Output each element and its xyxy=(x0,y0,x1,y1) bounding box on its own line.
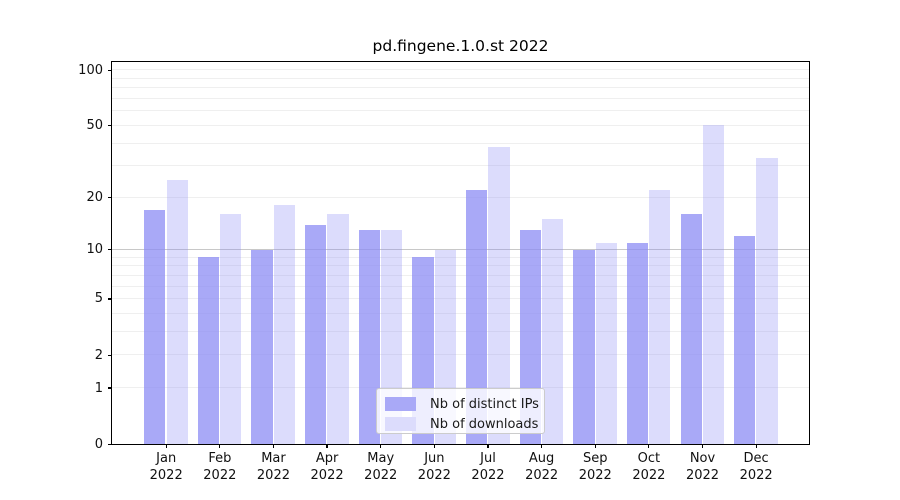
bar-distinct-ips-may xyxy=(358,230,381,444)
chart-title: pd.fingene.1.0.st 2022 xyxy=(372,37,549,55)
legend-label-distinct-ips: Nb of distinct IPs xyxy=(430,396,539,412)
x-tick-mark-jul xyxy=(487,444,489,449)
bar-distinct-ips-jan xyxy=(144,209,166,444)
x-tick-mark-mar xyxy=(272,444,275,449)
bar-downloads-jan xyxy=(166,179,188,444)
gridline-7 xyxy=(112,274,809,276)
y-tick-mark-0 xyxy=(107,443,112,445)
y-tick-label-50: 50 xyxy=(86,118,103,134)
x-tick-label-nov: Nov 2022 xyxy=(685,451,720,483)
y-tick-label-10: 10 xyxy=(86,242,103,258)
y-tick-label-5: 5 xyxy=(94,291,103,307)
x-tick-label-dec: Dec 2022 xyxy=(739,451,773,483)
legend: Nb of distinct IPs Nb of downloads xyxy=(376,388,545,434)
bar-distinct-ips-mar xyxy=(251,249,273,444)
gridline-20 xyxy=(112,196,809,198)
x-tick-mark-apr xyxy=(326,444,328,449)
x-tick-label-apr: Apr 2022 xyxy=(310,451,344,483)
gridline-40 xyxy=(112,142,809,144)
plot-area: Nb of distinct IPs Nb of downloads xyxy=(111,61,810,445)
x-tick-label-jul: Jul 2022 xyxy=(471,451,505,483)
bar-downloads-dec xyxy=(756,158,778,444)
gridline-100 xyxy=(112,69,809,71)
y-tick-label-1: 1 xyxy=(94,380,103,396)
legend-row-distinct-ips: Nb of distinct IPs xyxy=(377,394,544,414)
gridline-90 xyxy=(112,77,809,79)
gridline-major-10 xyxy=(112,249,809,251)
gridline-30 xyxy=(112,165,809,167)
gridline-1 xyxy=(112,387,809,389)
gridline-60 xyxy=(112,110,809,112)
x-tick-label-oct: Oct 2022 xyxy=(632,451,666,483)
gridline-6 xyxy=(112,285,809,287)
x-tick-mark-feb xyxy=(219,444,221,449)
y-tick-mark-50 xyxy=(107,124,112,127)
gridline-80 xyxy=(112,87,809,89)
legend-row-downloads: Nb of downloads xyxy=(377,414,544,434)
gridline-4 xyxy=(112,313,809,315)
gridline-5 xyxy=(112,298,809,300)
bar-downloads-mar xyxy=(273,205,296,444)
legend-swatch-downloads xyxy=(385,417,416,431)
x-tick-label-may: May 2022 xyxy=(364,451,398,483)
x-tick-mark-jan xyxy=(165,444,167,449)
bar-distinct-ips-apr xyxy=(305,224,327,444)
y-tick-label-0: 0 xyxy=(94,436,103,452)
x-tick-mark-aug xyxy=(541,444,543,449)
x-tick-label-jan: Jan 2022 xyxy=(149,451,183,483)
gridline-50 xyxy=(112,124,809,126)
x-tick-label-sep: Sep 2022 xyxy=(578,451,612,483)
x-tick-mark-sep xyxy=(594,444,596,449)
gridline-2 xyxy=(112,354,809,356)
x-tick-mark-may xyxy=(380,444,382,449)
x-tick-mark-nov xyxy=(701,444,704,449)
bar-distinct-ips-oct xyxy=(626,242,649,444)
gridline-8 xyxy=(112,265,809,267)
bar-distinct-ips-nov xyxy=(680,214,702,444)
y-tick-mark-100 xyxy=(107,69,112,71)
y-tick-mark-10 xyxy=(107,249,112,251)
legend-label-downloads: Nb of downloads xyxy=(430,416,539,432)
y-tick-mark-1 xyxy=(107,387,112,389)
y-tick-label-2: 2 xyxy=(94,347,103,363)
y-tick-label-20: 20 xyxy=(86,189,103,205)
bar-downloads-aug xyxy=(541,219,564,444)
bar-downloads-jul xyxy=(488,147,510,444)
bar-downloads-sep xyxy=(595,242,617,444)
gridline-9 xyxy=(112,256,809,258)
x-tick-label-aug: Aug 2022 xyxy=(525,451,559,483)
bar-downloads-oct xyxy=(649,189,671,444)
x-tick-label-feb: Feb 2022 xyxy=(203,451,237,483)
bar-distinct-ips-feb xyxy=(197,257,220,444)
x-tick-mark-jun xyxy=(433,444,435,449)
bar-distinct-ips-sep xyxy=(573,249,595,444)
bar-distinct-ips-jul xyxy=(465,189,488,444)
y-tick-mark-20 xyxy=(107,196,112,199)
bar-downloads-apr xyxy=(327,214,349,444)
x-tick-label-jun: Jun 2022 xyxy=(417,451,451,483)
bar-downloads-nov xyxy=(702,125,725,444)
x-tick-label-mar: Mar 2022 xyxy=(256,451,290,483)
y-tick-mark-2 xyxy=(107,354,112,356)
bar-downloads-feb xyxy=(220,214,242,444)
legend-swatch-distinct-ips xyxy=(385,397,416,411)
gridline-3 xyxy=(112,331,809,333)
x-tick-mark-oct xyxy=(648,444,650,449)
y-tick-mark-5 xyxy=(107,298,112,300)
bar-distinct-ips-dec xyxy=(734,236,756,444)
x-tick-mark-dec xyxy=(755,444,757,449)
y-tick-label-100: 100 xyxy=(78,62,103,78)
gridline-70 xyxy=(112,98,809,100)
